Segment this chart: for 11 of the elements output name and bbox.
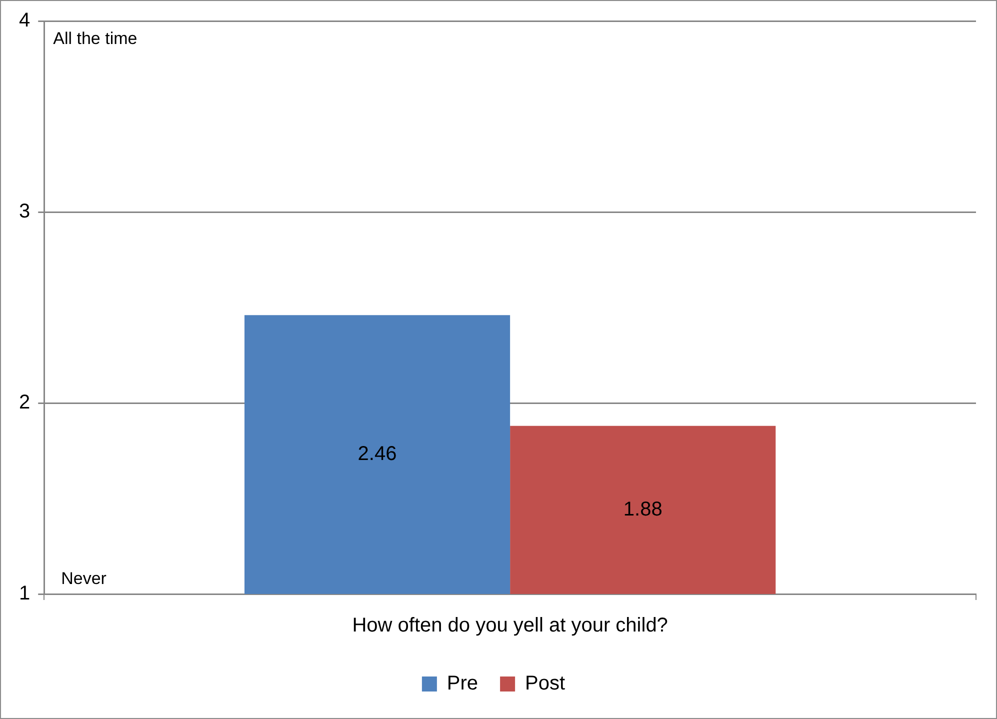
- legend-label: Post: [525, 672, 566, 695]
- data-label: 2.46: [358, 443, 397, 466]
- y-tick-label: 1: [19, 582, 30, 605]
- annotation: All the time: [53, 29, 138, 48]
- legend-label: Pre: [446, 672, 478, 695]
- y-tick-label: 3: [19, 200, 30, 223]
- data-label: 1.88: [623, 498, 662, 520]
- y-tick-label: 2: [19, 392, 30, 414]
- x-tick-label: How often do you yell at your child?: [352, 614, 668, 637]
- annotation: Never: [61, 569, 107, 588]
- y-tick-label: 4: [19, 10, 30, 32]
